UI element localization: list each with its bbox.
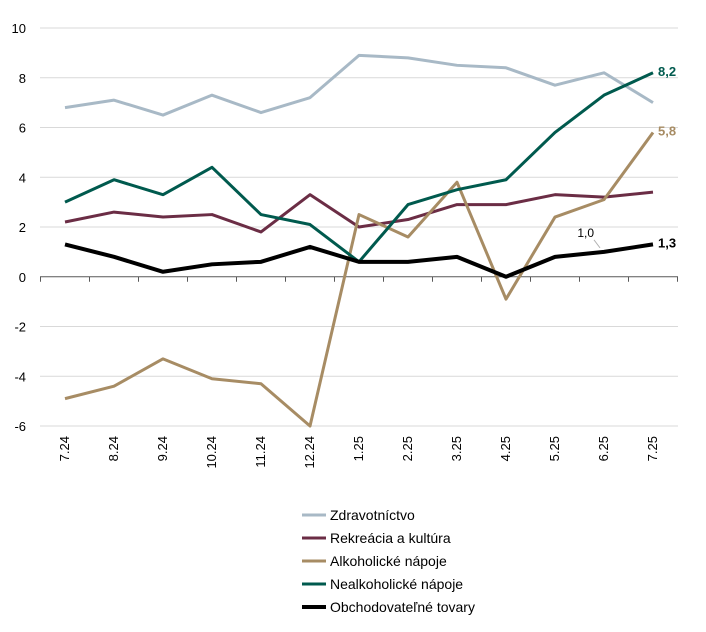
x-tick-label: 6.25 <box>596 436 611 461</box>
x-tick-label: 7.25 <box>645 436 660 461</box>
legend-label: Alkoholické nápoje <box>330 553 447 569</box>
data-label: 1,0 <box>577 226 594 240</box>
y-tick-label: -2 <box>14 320 26 335</box>
series-lines <box>64 53 655 428</box>
data-label: 8,2 <box>658 64 676 79</box>
x-tick-label: 12.24 <box>302 436 317 469</box>
x-axis-ticks: 7.24 8.24 9.24 10.24 11.24 12.24 1.25 2.25 3.25 4… <box>57 436 660 469</box>
legend-label: Rekreácia a kultúra <box>330 530 451 546</box>
series-line-2 <box>64 131 655 428</box>
legend-label: Obchodovateľné tovary <box>330 599 475 615</box>
y-tick-label: -4 <box>14 369 26 384</box>
y-tick-label: 2 <box>19 220 26 235</box>
y-tick-label: 6 <box>19 121 26 136</box>
data-label-leader <box>593 239 601 249</box>
legend-label: Nealkoholické nápoje <box>330 576 463 592</box>
series-line-0 <box>64 53 654 117</box>
legend-label: Zdravotníctvo <box>330 507 415 523</box>
y-tick-label: -6 <box>14 419 26 434</box>
series-line-1 <box>64 190 654 234</box>
gridlines <box>40 27 678 427</box>
x-tick-label: 3.25 <box>449 436 464 461</box>
series-line-3 <box>64 71 654 264</box>
data-labels: 8,2 5,8 1,3 1,0 <box>577 64 676 251</box>
x-tick-label: 2.25 <box>400 436 415 461</box>
legend: Zdravotníctvo Rekreácia a kultúra Alkoholi… <box>302 507 475 615</box>
data-label: 1,3 <box>658 235 676 250</box>
y-axis-ticks: -6 -4 -2 0 2 4 6 8 10 <box>12 21 26 434</box>
x-tick-label: 4.25 <box>498 436 513 461</box>
series-line-4 <box>64 242 654 279</box>
y-tick-label: 8 <box>19 71 26 86</box>
x-tick-label: 10.24 <box>204 436 219 469</box>
y-tick-label: 0 <box>19 270 26 285</box>
x-tick-label: 8.24 <box>106 436 121 461</box>
x-tick-label: 7.24 <box>57 436 72 461</box>
x-tick-label: 11.24 <box>253 436 268 468</box>
data-label: 5,8 <box>658 123 676 138</box>
x-tick-label: 9.24 <box>155 436 170 461</box>
x-tick-label: 1.25 <box>351 436 366 461</box>
y-tick-label: 10 <box>12 21 26 36</box>
x-axis <box>40 276 678 282</box>
y-tick-label: 4 <box>19 170 26 185</box>
x-tick-label: 5.25 <box>547 436 562 461</box>
